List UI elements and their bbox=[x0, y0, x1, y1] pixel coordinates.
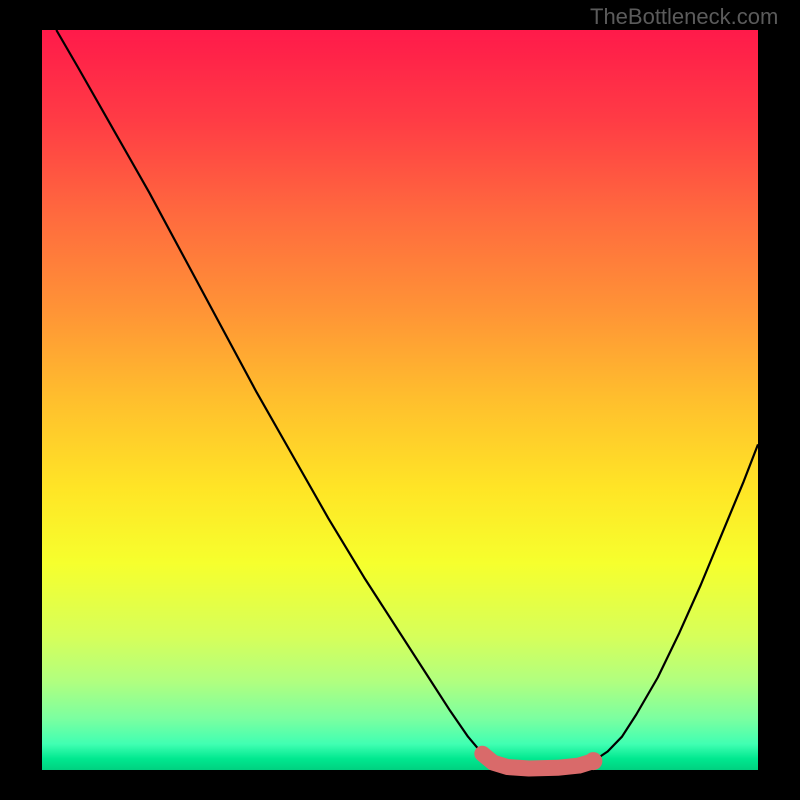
chart-container: TheBottleneck.com bbox=[0, 0, 800, 800]
optimal-point-marker bbox=[584, 752, 602, 770]
bottleneck-curve-chart bbox=[0, 0, 800, 800]
watermark-label: TheBottleneck.com bbox=[590, 4, 778, 30]
plot-background bbox=[42, 30, 758, 770]
